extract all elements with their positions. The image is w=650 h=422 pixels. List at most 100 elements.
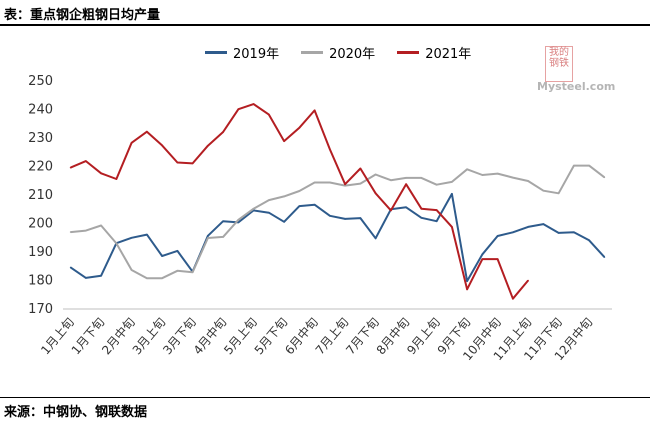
data-point-2020年 — [405, 177, 407, 179]
data-point-2019年 — [237, 221, 240, 224]
legend-label-2021: 2021年 — [425, 47, 472, 62]
data-point-2021年 — [451, 226, 453, 228]
data-point-2020年 — [207, 237, 209, 239]
data-point-2020年 — [359, 182, 362, 185]
data-point-2020年 — [573, 164, 575, 167]
data-point-2020年 — [237, 218, 240, 221]
data-point-2019年 — [268, 211, 270, 214]
data-point-2019年 — [85, 277, 87, 279]
data-point-2020年 — [313, 181, 316, 184]
data-point-2021年 — [252, 103, 255, 105]
data-point-2020年 — [390, 179, 392, 181]
series-line-2019年 — [70, 192, 606, 283]
data-point-2020年 — [176, 270, 179, 272]
data-point-2019年 — [344, 218, 346, 220]
data-point-2021年 — [496, 258, 499, 260]
data-point-2020年 — [115, 242, 118, 245]
chart-area: 170 180 190 200 210 220 230 240 250 1月上旬 1月下旬 2月中旬 3… — [0, 26, 650, 396]
series-line-2021年 — [70, 103, 529, 300]
data-point-2019年 — [435, 220, 438, 223]
data-point-2019年 — [512, 231, 514, 234]
y-tick-label: 180 — [28, 274, 53, 289]
data-point-2020年 — [283, 195, 285, 198]
data-point-2019年 — [542, 223, 545, 225]
data-point-2020年 — [191, 271, 194, 274]
data-point-2021年 — [191, 162, 194, 165]
data-point-2019年 — [420, 217, 423, 219]
data-point-2021年 — [466, 288, 468, 291]
data-point-2021年 — [420, 207, 423, 210]
legend-swatch-2020 — [301, 51, 324, 54]
data-point-2021年 — [222, 131, 224, 133]
data-point-2020年 — [451, 181, 453, 183]
legend-label-2020: 2020年 — [329, 47, 376, 62]
data-point-2019年 — [146, 233, 148, 236]
data-point-2021年 — [390, 209, 392, 212]
data-point-2019年 — [130, 236, 133, 239]
data-point-2020年 — [542, 189, 545, 192]
data-point-2020年 — [146, 277, 148, 280]
series-line-2020年 — [70, 164, 606, 280]
data-point-2019年 — [481, 253, 484, 256]
data-point-2020年 — [69, 231, 72, 233]
data-point-2020年 — [466, 168, 468, 171]
data-point-2021年 — [268, 113, 270, 116]
data-point-2019年 — [329, 215, 331, 217]
data-point-2021年 — [344, 183, 346, 185]
data-point-2021年 — [512, 297, 514, 300]
legend-item-2020: 2020年 — [301, 43, 375, 62]
legend-swatch-2021 — [397, 51, 420, 54]
data-point-2021年 — [237, 108, 240, 111]
data-point-2019年 — [405, 206, 407, 209]
mysteel-watermark: 我的钢铁 Mysteel.com — [537, 46, 619, 94]
y-tick-label: 170 — [28, 302, 53, 317]
y-tick-label: 200 — [28, 217, 53, 232]
data-point-2019年 — [100, 274, 102, 277]
data-point-2019年 — [222, 220, 224, 223]
data-point-2019年 — [313, 203, 316, 206]
watermark-logo: 我的钢铁 — [545, 46, 573, 82]
y-tick-label: 250 — [28, 74, 53, 89]
y-tick-label: 220 — [28, 160, 53, 175]
data-point-2021年 — [85, 160, 87, 162]
data-point-2021年 — [283, 140, 285, 142]
data-point-2021年 — [405, 183, 407, 185]
data-point-2019年 — [176, 250, 179, 252]
data-point-2020年 — [329, 181, 331, 184]
data-point-2019年 — [557, 232, 560, 234]
y-tick-label: 210 — [28, 188, 53, 203]
chart-caption: 表：重点钢企粗钢日均产量 — [4, 8, 161, 23]
data-point-2021年 — [313, 109, 316, 112]
data-point-2020年 — [374, 173, 377, 176]
top-rule — [0, 24, 650, 26]
data-point-2021年 — [481, 258, 484, 260]
data-point-2020年 — [603, 176, 606, 179]
data-point-2019年 — [283, 220, 285, 223]
data-point-2020年 — [252, 207, 255, 210]
data-point-2020年 — [268, 199, 270, 201]
data-point-2021年 — [130, 142, 133, 144]
data-point-2020年 — [161, 277, 163, 280]
legend-item-2019: 2019年 — [205, 43, 279, 62]
data-point-2019年 — [207, 234, 209, 237]
data-point-2019年 — [573, 231, 575, 234]
data-point-2020年 — [420, 177, 423, 179]
y-tick-label: 190 — [28, 245, 53, 260]
legend-swatch-2019 — [205, 51, 227, 54]
legend-label-2019: 2019年 — [233, 47, 280, 62]
data-point-2021年 — [298, 126, 301, 129]
data-point-2019年 — [451, 193, 453, 195]
data-point-2020年 — [222, 236, 224, 238]
data-point-2019年 — [496, 235, 499, 237]
data-point-2020年 — [100, 224, 102, 227]
data-point-2020年 — [298, 190, 301, 192]
data-point-2020年 — [496, 172, 499, 175]
data-point-2021年 — [115, 178, 118, 180]
y-tick-label: 240 — [28, 103, 53, 118]
data-point-2021年 — [146, 130, 148, 133]
data-point-2019年 — [527, 226, 529, 228]
data-point-2021年 — [161, 144, 163, 147]
data-point-2020年 — [481, 174, 484, 176]
line-chart: 1701801902002102202302402501月上旬1月下旬2月中旬3… — [28, 74, 612, 363]
source-note: 来源：中钢协、钢联数据 — [4, 405, 148, 420]
